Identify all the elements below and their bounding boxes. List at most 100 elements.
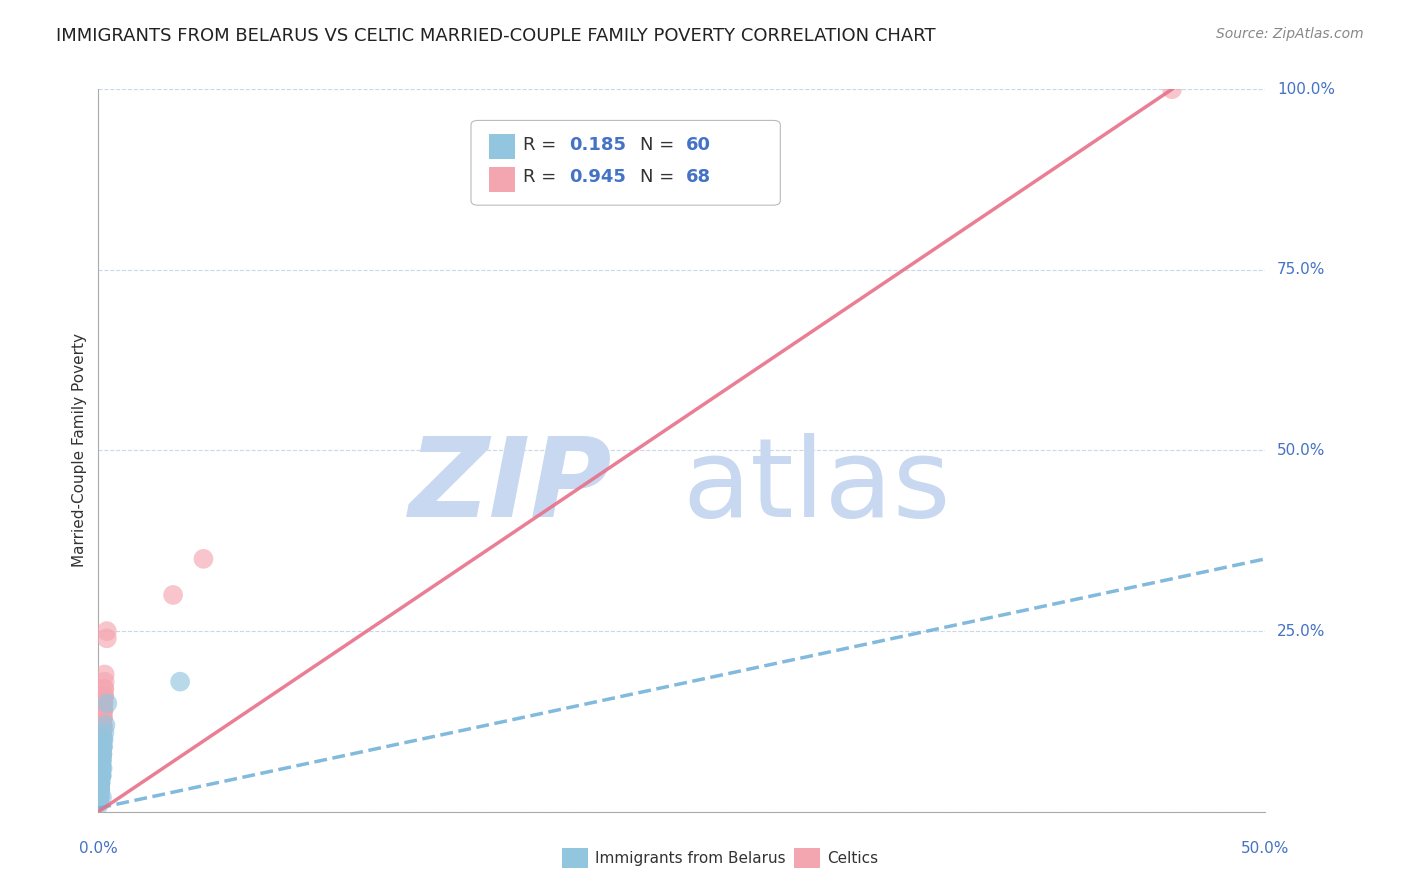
Point xyxy=(91,761,114,775)
Point xyxy=(89,776,111,790)
Point xyxy=(89,754,111,768)
Text: 100.0%: 100.0% xyxy=(1277,82,1336,96)
Point xyxy=(90,761,112,775)
Point xyxy=(89,783,111,797)
Point xyxy=(89,783,111,797)
Point xyxy=(89,769,111,783)
Point xyxy=(91,732,114,747)
Point xyxy=(89,783,111,797)
Text: N =: N = xyxy=(640,136,679,153)
Point xyxy=(93,674,115,689)
Text: R =: R = xyxy=(523,168,562,186)
Point xyxy=(93,696,115,710)
Point xyxy=(90,790,112,805)
Point xyxy=(1161,82,1184,96)
Point xyxy=(90,761,112,775)
Point xyxy=(90,769,112,783)
Point xyxy=(89,783,111,797)
Point xyxy=(91,718,114,732)
Point xyxy=(89,776,111,790)
Point xyxy=(93,689,115,703)
Point xyxy=(89,780,111,794)
Point xyxy=(89,783,111,797)
Point xyxy=(90,757,112,772)
Text: 50.0%: 50.0% xyxy=(1241,840,1289,855)
Point xyxy=(89,769,111,783)
Point xyxy=(89,790,111,805)
Point xyxy=(89,761,111,775)
Text: Immigrants from Belarus: Immigrants from Belarus xyxy=(595,851,786,865)
Point xyxy=(90,739,112,754)
Point xyxy=(90,732,112,747)
Text: 60: 60 xyxy=(686,136,711,153)
Text: IMMIGRANTS FROM BELARUS VS CELTIC MARRIED-COUPLE FAMILY POVERTY CORRELATION CHAR: IMMIGRANTS FROM BELARUS VS CELTIC MARRIE… xyxy=(56,27,936,45)
Point xyxy=(90,754,112,768)
Point xyxy=(89,761,111,775)
Text: Source: ZipAtlas.com: Source: ZipAtlas.com xyxy=(1216,27,1364,41)
Text: 75.0%: 75.0% xyxy=(1277,262,1326,277)
Point xyxy=(90,747,112,761)
Point xyxy=(91,718,114,732)
Point xyxy=(91,725,114,739)
Point xyxy=(93,681,115,696)
Point xyxy=(90,747,112,761)
Point xyxy=(89,776,111,790)
Point xyxy=(87,790,110,805)
Point xyxy=(94,718,117,732)
Point xyxy=(87,797,110,812)
Text: 25.0%: 25.0% xyxy=(1277,624,1326,639)
Point xyxy=(93,689,115,703)
Point xyxy=(90,754,112,768)
Point xyxy=(90,739,112,754)
Point xyxy=(89,776,111,790)
Point xyxy=(89,780,111,794)
Point xyxy=(90,754,112,768)
Text: Celtics: Celtics xyxy=(827,851,877,865)
Point xyxy=(89,761,111,775)
Point xyxy=(89,769,111,783)
Point xyxy=(89,769,111,783)
Point xyxy=(91,711,114,725)
Point xyxy=(96,624,118,639)
Point xyxy=(90,739,112,754)
Point xyxy=(93,689,115,703)
Point xyxy=(89,761,111,775)
Point xyxy=(89,769,111,783)
Point xyxy=(90,732,112,747)
Point xyxy=(90,732,112,747)
Point xyxy=(90,743,112,757)
Point xyxy=(162,588,184,602)
Point xyxy=(89,776,111,790)
Point xyxy=(90,769,112,783)
Point xyxy=(90,761,112,775)
Point xyxy=(96,696,118,710)
Point xyxy=(89,783,111,797)
Point xyxy=(90,754,112,768)
Point xyxy=(89,783,111,797)
Point xyxy=(89,761,111,775)
Point xyxy=(90,754,112,768)
Point xyxy=(90,761,112,775)
Text: N =: N = xyxy=(640,168,679,186)
Point xyxy=(91,747,114,761)
Point xyxy=(89,761,111,775)
Text: 0.185: 0.185 xyxy=(569,136,627,153)
Point xyxy=(93,725,115,739)
Point xyxy=(89,769,111,783)
Point xyxy=(91,747,114,761)
Point xyxy=(89,780,111,794)
Point xyxy=(91,725,114,739)
Point xyxy=(193,551,215,566)
Point xyxy=(89,783,111,797)
Point xyxy=(93,681,115,696)
Point xyxy=(89,783,111,797)
Point xyxy=(89,769,111,783)
Point xyxy=(89,787,111,801)
Point xyxy=(90,739,112,754)
Point xyxy=(169,674,191,689)
Point xyxy=(91,711,114,725)
Y-axis label: Married-Couple Family Poverty: Married-Couple Family Poverty xyxy=(72,334,87,567)
Point xyxy=(90,761,112,775)
Point xyxy=(87,794,110,808)
Point xyxy=(90,747,112,761)
